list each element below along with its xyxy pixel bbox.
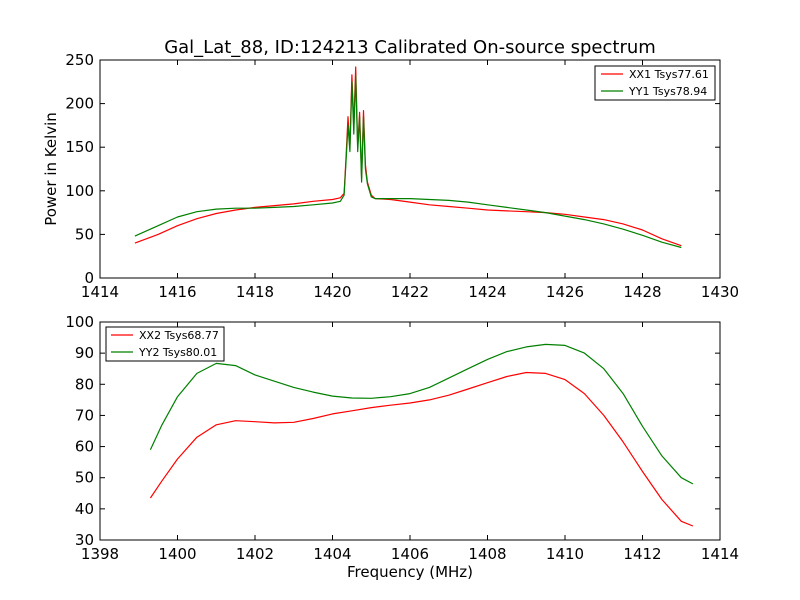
bottom-x-ticks: 1398 1400 1402 1404 1406 1408 1410 1412 1414	[81, 322, 739, 563]
bottom-legend-box	[105, 326, 225, 362]
top-series-lines	[134, 66, 682, 249]
x-tick-label: 1416	[158, 283, 196, 301]
legend-label-yy2: YY2 Tsys80.01	[138, 346, 217, 359]
x-tick-label: 1400	[158, 545, 196, 563]
y-tick-label: 40	[75, 500, 94, 518]
y-tick-label: 70	[75, 406, 94, 424]
top-legend: XX1 Tsys77.61 YY1 Tsys78.94	[594, 65, 716, 101]
y-tick-label: 0	[84, 269, 94, 287]
bottom-subplot: 1398 1400 1402 1404 1406 1408 1410 1412 1414 30 4…	[65, 313, 739, 563]
x-tick-label: 1430	[701, 283, 739, 301]
x-tick-label: 1408	[468, 545, 506, 563]
x-tick-label: 1412	[623, 545, 661, 563]
legend-label-xx1: XX1 Tsys77.61	[629, 68, 709, 81]
x-tick-label: 1422	[391, 283, 429, 301]
series-line-yy1	[134, 75, 682, 249]
top-subplot: 1414 1416 1418 1420 1422 1424 1426 1428 1430 0 50…	[65, 51, 739, 301]
y-tick-label: 60	[75, 438, 94, 456]
x-tick-label: 1418	[236, 283, 274, 301]
legend-label-xx2: XX2 Tsys68.77	[139, 329, 219, 342]
x-tick-label: 1414	[81, 283, 119, 301]
legend-label-yy1: YY1 Tsys78.94	[628, 85, 707, 98]
x-tick-label: 1404	[313, 545, 351, 563]
series-line-yy2	[149, 343, 694, 485]
x-tick-label: 1428	[623, 283, 661, 301]
x-tick-label: 1420	[313, 283, 351, 301]
y-tick-label: 100	[65, 182, 94, 200]
x-tick-label: 1414	[701, 545, 739, 563]
y-tick-label: 250	[65, 51, 94, 69]
chart-title: Gal_Lat_88, ID:124213 Calibrated On-sour…	[164, 37, 656, 58]
x-tick-label: 1402	[236, 545, 274, 563]
y-tick-label: 50	[75, 469, 94, 487]
series-line-xx2	[149, 371, 694, 527]
y-tick-label: 30	[75, 531, 94, 549]
x-tick-label: 1424	[468, 283, 506, 301]
bottom-series-lines	[149, 343, 694, 527]
y-tick-label: 50	[75, 225, 94, 243]
y-tick-label: 150	[65, 138, 94, 156]
y-tick-label: 200	[65, 95, 94, 113]
x-axis-label: Frequency (MHz)	[347, 563, 473, 581]
y-tick-label: 100	[65, 313, 94, 331]
x-tick-label: 1406	[391, 545, 429, 563]
y-tick-label: 90	[75, 344, 94, 362]
x-tick-label: 1398	[81, 545, 119, 563]
y-axis-label: Power in Kelvin	[42, 112, 60, 226]
x-tick-label: 1410	[546, 545, 584, 563]
y-tick-label: 80	[75, 375, 94, 393]
top-x-ticks: 1414 1416 1418 1420 1422 1424 1426 1428 1430	[81, 60, 739, 301]
top-legend-box	[594, 65, 716, 101]
bottom-y-ticks: 30 40 50 60 70 80 90 100	[65, 313, 720, 549]
bottom-legend: XX2 Tsys68.77 YY2 Tsys80.01	[105, 326, 225, 362]
x-tick-label: 1426	[546, 283, 584, 301]
top-y-ticks: 0 50 100 150 200 250	[65, 51, 720, 287]
